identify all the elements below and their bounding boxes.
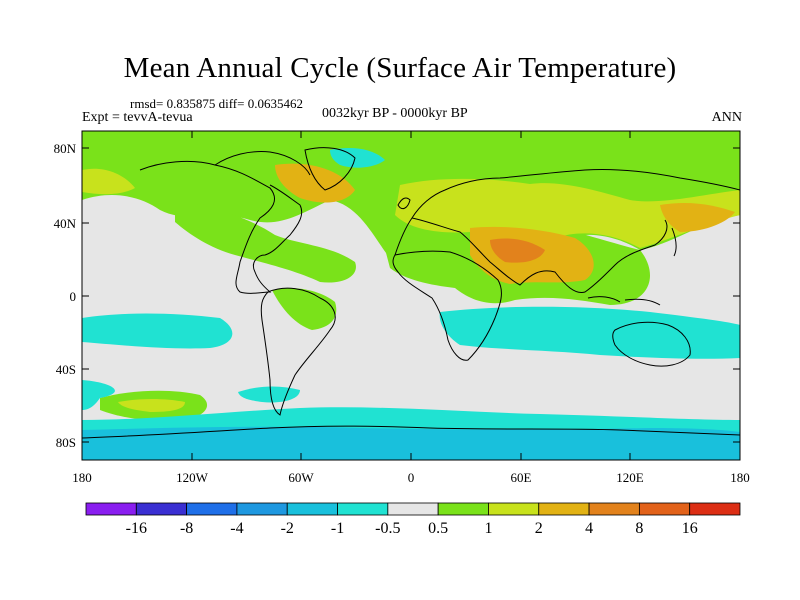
colorbar-swatch — [689, 502, 741, 516]
colorbar-label: -2 — [281, 520, 294, 537]
lat-label: 80S — [56, 435, 76, 450]
colorbar-swatch — [588, 502, 640, 516]
colorbar-swatch — [387, 502, 439, 516]
plot-title: Mean Annual Cycle (Surface Air Temperatu… — [123, 52, 677, 84]
coast-canada-arctic — [214, 151, 311, 176]
tick-marks — [81, 131, 741, 460]
coast-eurasia-south — [411, 217, 668, 294]
colorbar-swatch — [286, 502, 338, 516]
coastlines — [82, 147, 740, 439]
lon-label: 180 — [72, 470, 92, 485]
colorbar-label: 0.5 — [428, 520, 448, 537]
colorbar-label: 2 — [535, 520, 543, 537]
season-label: ANN — [711, 110, 742, 125]
field-region-asia-hot — [490, 238, 545, 263]
field-region-nw-warm — [82, 168, 135, 195]
coast-antarctica — [82, 425, 740, 439]
field-region-southern-cool-2 — [439, 306, 740, 359]
field-region-siberia-warm — [660, 202, 735, 232]
field-region-spacific-yellow — [118, 399, 185, 412]
field-region-southern-cool-5 — [82, 426, 740, 460]
field-region-namerica-green — [175, 200, 356, 283]
colorbar-label: 8 — [635, 520, 643, 537]
stats-text: rmsd= 0.835875 diff= 0.0635462 — [130, 96, 303, 111]
lon-label: 120W — [176, 470, 209, 485]
lat-label: 40N — [54, 216, 77, 231]
coast-uk — [397, 197, 411, 210]
colorbar-label: -1 — [331, 520, 344, 537]
field-region-southern-cool-3 — [82, 380, 115, 410]
colorbar-label: -8 — [180, 520, 193, 537]
lon-label: 60E — [511, 470, 532, 485]
lat-label: 0 — [70, 289, 77, 304]
colorbar: -16 -8 -4 -2 -1 -0.5 0.5 1 2 4 8 16 — [85, 502, 741, 537]
colorbar-swatch — [186, 502, 238, 516]
colorbar-label: -0.5 — [375, 520, 400, 537]
colorbar-label: 16 — [682, 520, 698, 537]
colorbar-swatch — [85, 502, 137, 516]
coast-indonesia — [587, 296, 661, 306]
coast-greenland — [304, 147, 356, 191]
coast-south-america — [260, 287, 336, 416]
lon-label: 180 — [730, 470, 750, 485]
field-region-arctic-cyan — [330, 148, 385, 168]
colorbar-label: 4 — [585, 520, 593, 537]
colorbar-swatch — [437, 502, 489, 516]
period-label: 0032kyr BP - 0000kyr BP — [322, 106, 468, 121]
experiment-label: Expt = tevvA-tevua — [82, 110, 193, 125]
lat-label: 40S — [56, 362, 76, 377]
coast-africa — [392, 250, 502, 361]
coast-australia — [612, 321, 691, 367]
colorbar-swatch — [337, 502, 389, 516]
lon-label: 0 — [408, 470, 415, 485]
lon-label: 60W — [288, 470, 314, 485]
colorbar-label: -16 — [126, 520, 147, 537]
coast-north-america — [139, 160, 303, 294]
colorbar-swatch — [236, 502, 288, 516]
coast-japan — [671, 227, 677, 257]
field-region-natlantic-warm — [275, 163, 355, 203]
colorbar-label: -4 — [230, 520, 243, 537]
colorbar-swatch — [538, 502, 590, 516]
colorbar-swatch — [638, 502, 691, 516]
colorbar-label: 1 — [484, 520, 492, 537]
field-region-southern-cool-1 — [82, 313, 233, 349]
colorbar-swatch — [488, 502, 540, 516]
map-field — [82, 131, 740, 460]
lon-label: 120E — [616, 470, 644, 485]
colorbar-swatch — [135, 502, 188, 516]
lat-label: 80N — [54, 141, 77, 156]
